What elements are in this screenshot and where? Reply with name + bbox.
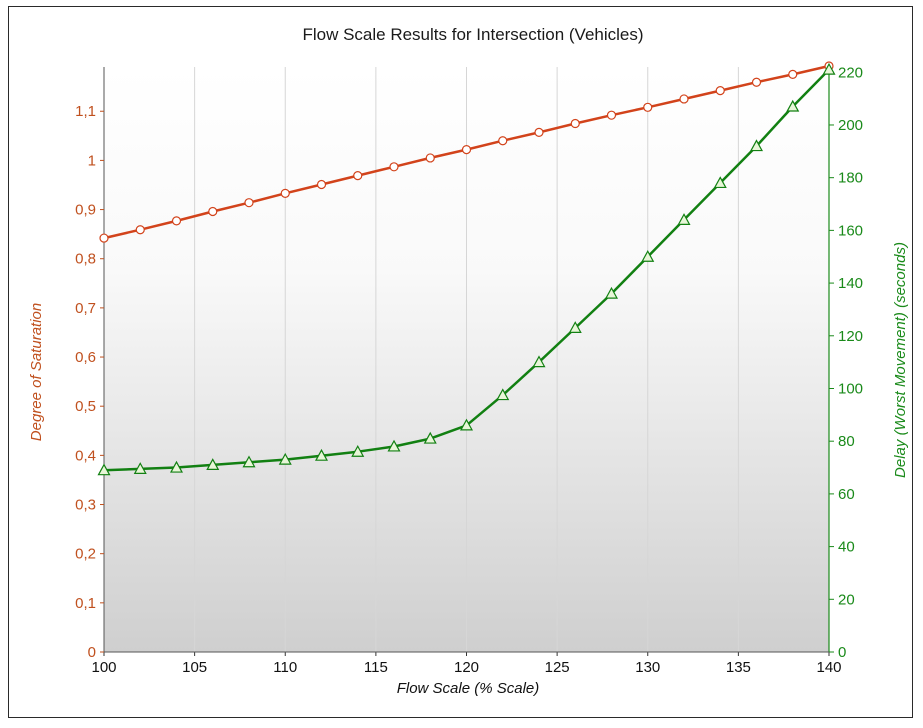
y-left-tick-label: 0,5: [75, 398, 96, 415]
data-point-triangle: [677, 213, 691, 225]
data-point-triangle: [278, 452, 292, 465]
data-point-circle: [606, 110, 617, 120]
x-tick-label: 110: [273, 659, 297, 676]
y-right-tick-label: 220: [838, 64, 863, 81]
x-tick-label: 130: [635, 659, 660, 676]
data-point-circle: [788, 69, 798, 79]
y-right-tick-label: 120: [838, 328, 863, 345]
data-point-circle: [99, 233, 109, 243]
data-point-triangle: [604, 286, 619, 299]
x-tick-label: 140: [816, 659, 841, 676]
data-point-circle: [208, 206, 218, 217]
y-right-tick-label: 0: [838, 644, 846, 661]
data-point-circle: [570, 118, 580, 129]
chart-title: Flow Scale Results for Intersection (Veh…: [302, 25, 643, 44]
data-point-circle: [171, 216, 182, 226]
data-point-triangle: [97, 463, 111, 476]
data-point-triangle: [641, 249, 655, 262]
x-tick-label: 125: [545, 659, 570, 676]
y-left-tick-label: 0,9: [75, 202, 96, 219]
data-point-triangle: [713, 176, 727, 189]
y-left-tick-label: 0,4: [75, 447, 96, 464]
data-point-triangle: [133, 462, 147, 474]
x-axis-title: Flow Scale (% Scale): [397, 680, 540, 697]
y-right-tick-label: 20: [838, 591, 855, 608]
data-point-triangle: [423, 431, 437, 444]
data-point-triangle: [314, 448, 329, 461]
x-tick-label: 100: [91, 659, 116, 676]
data-point-circle: [425, 153, 435, 163]
data-point-circle: [353, 171, 363, 181]
y-right-tick-label: 80: [838, 433, 855, 450]
x-tick-label: 115: [364, 659, 388, 676]
data-point-triangle: [749, 139, 764, 152]
data-point-circle: [679, 94, 689, 104]
x-tick-label: 135: [726, 659, 751, 676]
y-right-tick-label: 60: [838, 486, 855, 503]
data-point-triangle: [496, 388, 510, 401]
data-point-triangle: [786, 99, 800, 112]
y-left-tick-label: 0,7: [75, 300, 96, 317]
y-left-tick-label: 1: [88, 152, 96, 169]
y-left-tick-label: 0,3: [75, 497, 96, 514]
data-point-circle: [498, 136, 508, 146]
data-point-triangle: [387, 439, 401, 452]
data-point-circle: [751, 77, 762, 87]
y-left-tick-label: 0,6: [75, 349, 96, 366]
y-right-tick-label: 100: [838, 380, 863, 397]
y-left-tick-label: 0,2: [75, 546, 96, 563]
data-point-circle: [244, 198, 254, 208]
x-tick-label: 105: [182, 659, 207, 676]
data-point-triangle: [532, 355, 546, 368]
data-point-circle: [715, 85, 725, 96]
data-point-circle: [389, 162, 399, 172]
y-right-tick-label: 140: [838, 275, 863, 292]
data-point-circle: [280, 188, 290, 198]
y-right-tick-label: 40: [838, 539, 855, 556]
y-right-tick-label: 160: [838, 222, 863, 239]
y-left-tick-label: 0,1: [75, 595, 96, 612]
data-point-circle: [135, 225, 145, 235]
y-left-tick-label: 1,1: [75, 103, 96, 120]
data-point-triangle: [459, 418, 474, 431]
x-tick-label: 120: [454, 659, 479, 676]
data-point-circle: [461, 144, 472, 155]
y-left-tick-label: 0: [88, 644, 96, 661]
data-point-triangle: [351, 444, 365, 457]
data-point-triangle: [242, 455, 256, 468]
y-right-tick-label: 180: [838, 170, 863, 187]
data-point-triangle: [206, 458, 220, 471]
y-right-tick-label: 200: [838, 117, 863, 134]
data-point-triangle: [568, 321, 582, 333]
data-point-triangle: [169, 460, 184, 473]
y-left-tick-label: 0,8: [75, 251, 96, 268]
data-point-circle: [534, 127, 544, 137]
data-point-circle: [643, 102, 653, 112]
data-point-circle: [316, 179, 327, 190]
y-axis-right-title: Delay (Worst Movement) (seconds): [892, 242, 909, 478]
data-point-triangle: [822, 62, 836, 75]
y-axis-left-title: Degree of Saturation: [28, 303, 45, 441]
